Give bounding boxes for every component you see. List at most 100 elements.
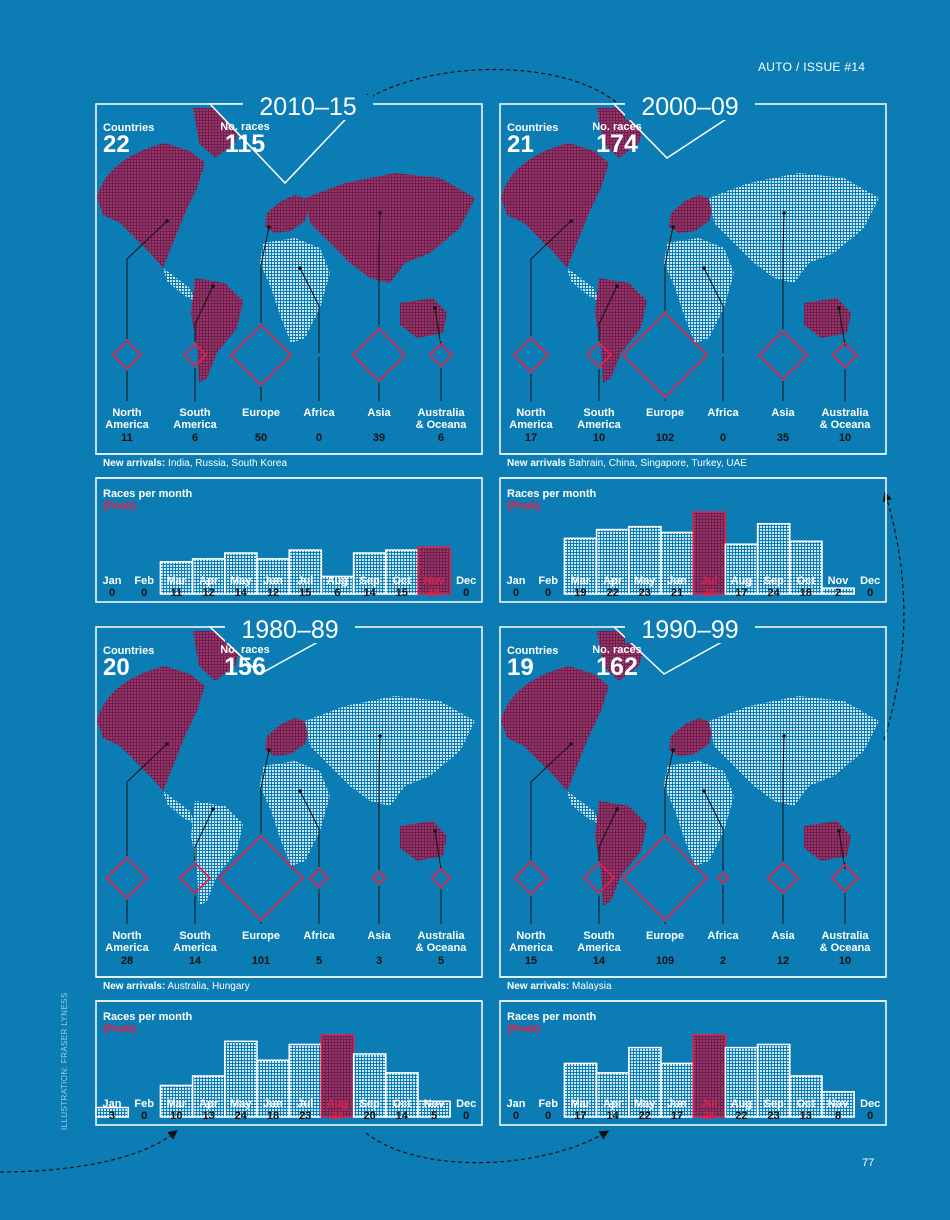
leader-dot-2	[671, 225, 675, 229]
month-label-nov: Nov 2	[822, 575, 854, 599]
month-value: 18	[799, 587, 812, 599]
countries-label: Countries	[507, 645, 559, 657]
month-value: 0	[867, 587, 874, 599]
month-label-feb: Feb 0	[128, 575, 160, 599]
month-value: 22	[735, 1110, 748, 1122]
month-name: Nov	[827, 1098, 849, 1110]
continent-diamond-5	[430, 867, 452, 889]
leader-line-2	[664, 226, 674, 311]
bar-aug	[320, 1034, 355, 1118]
month-label-oct: Oct 14	[386, 1098, 418, 1122]
continent-name: South	[179, 407, 211, 419]
month-label-apr: Apr 12	[193, 575, 225, 599]
leader-line-3	[299, 790, 320, 867]
continent-value: 5	[315, 955, 323, 967]
leader-line-2	[664, 749, 674, 834]
new-arrivals-list: Bahrain, China, Singapore, Turkey, UAE	[568, 458, 747, 469]
month-value: 24	[767, 587, 780, 599]
month-label-feb: Feb 0	[532, 575, 564, 599]
races-count: 174	[596, 130, 638, 158]
map-europe	[669, 718, 715, 756]
continent-3: Africa.0	[688, 407, 758, 444]
leader-dot-1	[615, 807, 619, 811]
leader-dot-5	[837, 829, 841, 833]
bar-sep	[352, 1053, 387, 1118]
month-value: 0	[141, 587, 148, 599]
month-label-oct: Oct 13	[790, 1098, 822, 1122]
month-name: Mar	[570, 575, 591, 587]
races-count: 115	[224, 130, 266, 158]
continent-name: Africa	[707, 930, 739, 942]
continent-diamond-3	[308, 867, 330, 889]
continent-diamond-2	[217, 834, 305, 922]
map-central-america	[567, 268, 599, 301]
continent-diamond-5	[428, 342, 454, 368]
leader-dot-3	[298, 789, 302, 793]
map-south-america	[191, 278, 243, 383]
continent-value: 102	[655, 432, 675, 444]
month-name: Feb	[134, 1098, 154, 1110]
month-bars	[159, 546, 451, 595]
month-label-aug: Aug 6	[321, 575, 353, 599]
continent-name: Australia	[417, 407, 465, 419]
month-name: May	[634, 575, 656, 587]
leader-dot-5	[837, 306, 841, 310]
leader-dot-4	[378, 211, 382, 215]
new-arrivals-list: India, Russia, South Korea	[168, 458, 288, 469]
map-australia	[804, 821, 851, 861]
month-name: Jul	[701, 575, 718, 587]
continent-diamonds	[513, 834, 860, 922]
continent-1: South America 14	[564, 930, 634, 967]
month-label-mar: Mar 19	[564, 575, 596, 599]
leader-lines	[126, 734, 442, 924]
leader-dot-3	[702, 789, 706, 793]
continent-name: North	[516, 930, 546, 942]
new-arrivals: New arrivals: Malaysia	[507, 981, 612, 992]
month-label-jan: Jan 0	[96, 575, 128, 599]
month-value: 11	[170, 587, 183, 599]
month-bars	[95, 1034, 451, 1118]
continent-1: South America 10	[564, 407, 634, 444]
map-australia	[804, 298, 851, 338]
continent-value: 15	[524, 955, 538, 967]
month-label-may: May 23	[629, 575, 661, 599]
map-central-america	[567, 791, 599, 824]
continent-value: 3	[375, 955, 383, 967]
leader-dot-0	[569, 219, 573, 223]
bar-jul	[288, 1043, 323, 1118]
leader-dot-4	[782, 734, 786, 738]
leader-line-3	[703, 267, 724, 353]
month-value: 0	[108, 587, 116, 599]
continent-value: 10	[838, 432, 852, 444]
month-name: Feb	[538, 575, 558, 587]
month-name: Sep	[359, 575, 380, 587]
month-value: 12	[266, 587, 280, 599]
month-value: 14	[606, 1110, 619, 1122]
world-map	[97, 631, 475, 906]
leader-dot-2	[267, 225, 271, 229]
month-name: Oct	[796, 1098, 815, 1110]
continent-value: 5	[437, 955, 445, 967]
month-value: 23	[638, 587, 651, 599]
month-label-may: May 22	[629, 1098, 661, 1122]
continent-diamond-4	[757, 329, 809, 381]
continent-diamond-1	[182, 342, 208, 368]
bar-sep	[756, 1043, 791, 1118]
issue-header: AUTO / ISSUE #14	[758, 60, 866, 74]
bar-nov	[417, 546, 451, 595]
month-name: Jun	[263, 575, 283, 587]
leader-line-2	[260, 749, 270, 834]
races-label: No. races	[592, 121, 642, 133]
new-arrivals: New arrivals Bahrain, China, Singapore, …	[507, 458, 747, 469]
continent-value: 11	[121, 432, 133, 444]
continent-name-2: America	[173, 419, 217, 431]
month-name: Dec	[456, 575, 477, 587]
map-australia	[400, 821, 447, 861]
map-africa	[664, 238, 734, 343]
continent-2: Europe.109	[630, 930, 700, 967]
continent-name-2: & Oceana	[819, 942, 871, 954]
month-name: Aug	[326, 575, 349, 587]
month-name: Nov	[827, 575, 849, 587]
month-bars	[563, 1034, 855, 1118]
month-label-dec: Dec 0	[854, 575, 886, 599]
